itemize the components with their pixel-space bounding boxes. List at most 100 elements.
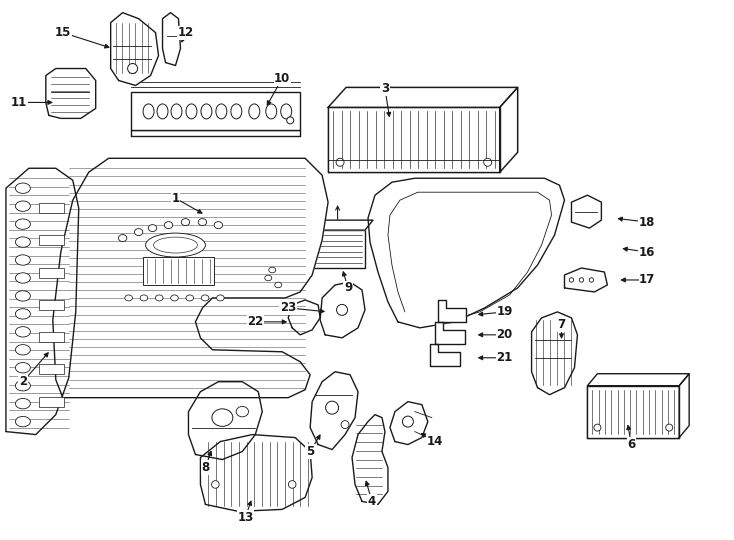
Ellipse shape (337, 305, 348, 315)
Text: 12: 12 (178, 26, 194, 39)
Ellipse shape (201, 295, 209, 301)
Bar (39, 268, 64, 278)
Polygon shape (6, 168, 79, 435)
Text: 8: 8 (201, 461, 209, 474)
Ellipse shape (128, 64, 137, 73)
Ellipse shape (216, 104, 227, 119)
Ellipse shape (280, 104, 291, 119)
Ellipse shape (336, 158, 344, 166)
Ellipse shape (186, 104, 197, 119)
Ellipse shape (231, 104, 241, 119)
Ellipse shape (287, 117, 294, 124)
Polygon shape (390, 402, 428, 444)
Bar (39, 397, 64, 407)
Ellipse shape (249, 104, 260, 119)
Polygon shape (328, 87, 517, 107)
Text: 1: 1 (172, 192, 180, 205)
Text: 7: 7 (557, 319, 566, 332)
Text: 10: 10 (274, 72, 291, 85)
Ellipse shape (666, 424, 673, 431)
Text: 15: 15 (54, 26, 71, 39)
Ellipse shape (15, 327, 30, 337)
Ellipse shape (214, 221, 222, 228)
Ellipse shape (326, 401, 338, 414)
Ellipse shape (164, 221, 172, 228)
Bar (39, 364, 64, 374)
Polygon shape (320, 282, 365, 338)
Text: 14: 14 (426, 435, 443, 448)
Text: 19: 19 (496, 306, 513, 319)
Ellipse shape (15, 255, 30, 265)
Ellipse shape (288, 481, 296, 488)
Ellipse shape (143, 104, 154, 119)
Polygon shape (587, 374, 689, 386)
Text: 16: 16 (639, 246, 655, 259)
Ellipse shape (15, 345, 30, 355)
Text: 13: 13 (237, 511, 253, 524)
Text: 18: 18 (639, 215, 655, 228)
Ellipse shape (125, 295, 132, 301)
Polygon shape (200, 435, 312, 511)
Bar (39, 203, 64, 213)
Polygon shape (162, 12, 181, 65)
Ellipse shape (484, 158, 492, 166)
Bar (39, 332, 64, 342)
Ellipse shape (15, 219, 30, 230)
Text: 21: 21 (496, 352, 513, 365)
Ellipse shape (265, 275, 272, 281)
Text: 4: 4 (368, 495, 376, 508)
Polygon shape (189, 382, 262, 460)
Ellipse shape (570, 278, 574, 282)
Ellipse shape (236, 407, 249, 417)
Bar (39, 300, 64, 310)
Polygon shape (679, 374, 689, 437)
Ellipse shape (269, 267, 276, 273)
Bar (39, 235, 64, 245)
Ellipse shape (15, 291, 30, 301)
Ellipse shape (157, 104, 168, 119)
Bar (131, 92, 300, 130)
Ellipse shape (156, 295, 163, 301)
Polygon shape (435, 322, 465, 344)
Ellipse shape (186, 295, 194, 301)
Ellipse shape (15, 399, 30, 409)
Ellipse shape (118, 234, 127, 241)
Ellipse shape (15, 416, 30, 427)
Ellipse shape (275, 282, 282, 288)
Polygon shape (53, 158, 328, 397)
Ellipse shape (134, 228, 143, 235)
Ellipse shape (198, 219, 206, 226)
Polygon shape (368, 178, 564, 328)
Ellipse shape (15, 201, 30, 211)
Polygon shape (587, 386, 679, 437)
Ellipse shape (201, 104, 212, 119)
Ellipse shape (15, 381, 30, 391)
Text: 5: 5 (306, 445, 314, 458)
Polygon shape (310, 372, 358, 449)
Ellipse shape (181, 219, 189, 226)
Polygon shape (46, 69, 95, 118)
Ellipse shape (589, 278, 594, 282)
Ellipse shape (594, 424, 601, 431)
Ellipse shape (15, 237, 30, 247)
Text: 3: 3 (381, 82, 389, 95)
Ellipse shape (153, 237, 197, 253)
Polygon shape (288, 300, 320, 335)
Text: 9: 9 (344, 281, 352, 294)
Ellipse shape (140, 295, 148, 301)
Ellipse shape (266, 104, 277, 119)
Bar (310, 230, 365, 268)
Ellipse shape (15, 273, 30, 283)
Polygon shape (111, 12, 159, 85)
Ellipse shape (171, 295, 178, 301)
Polygon shape (310, 220, 373, 230)
Text: 22: 22 (247, 315, 264, 328)
Text: 23: 23 (280, 301, 297, 314)
Polygon shape (352, 415, 388, 504)
Polygon shape (430, 344, 459, 366)
Ellipse shape (402, 416, 413, 427)
Ellipse shape (212, 409, 233, 427)
Text: 6: 6 (627, 438, 636, 451)
Ellipse shape (217, 295, 224, 301)
Polygon shape (531, 312, 578, 395)
